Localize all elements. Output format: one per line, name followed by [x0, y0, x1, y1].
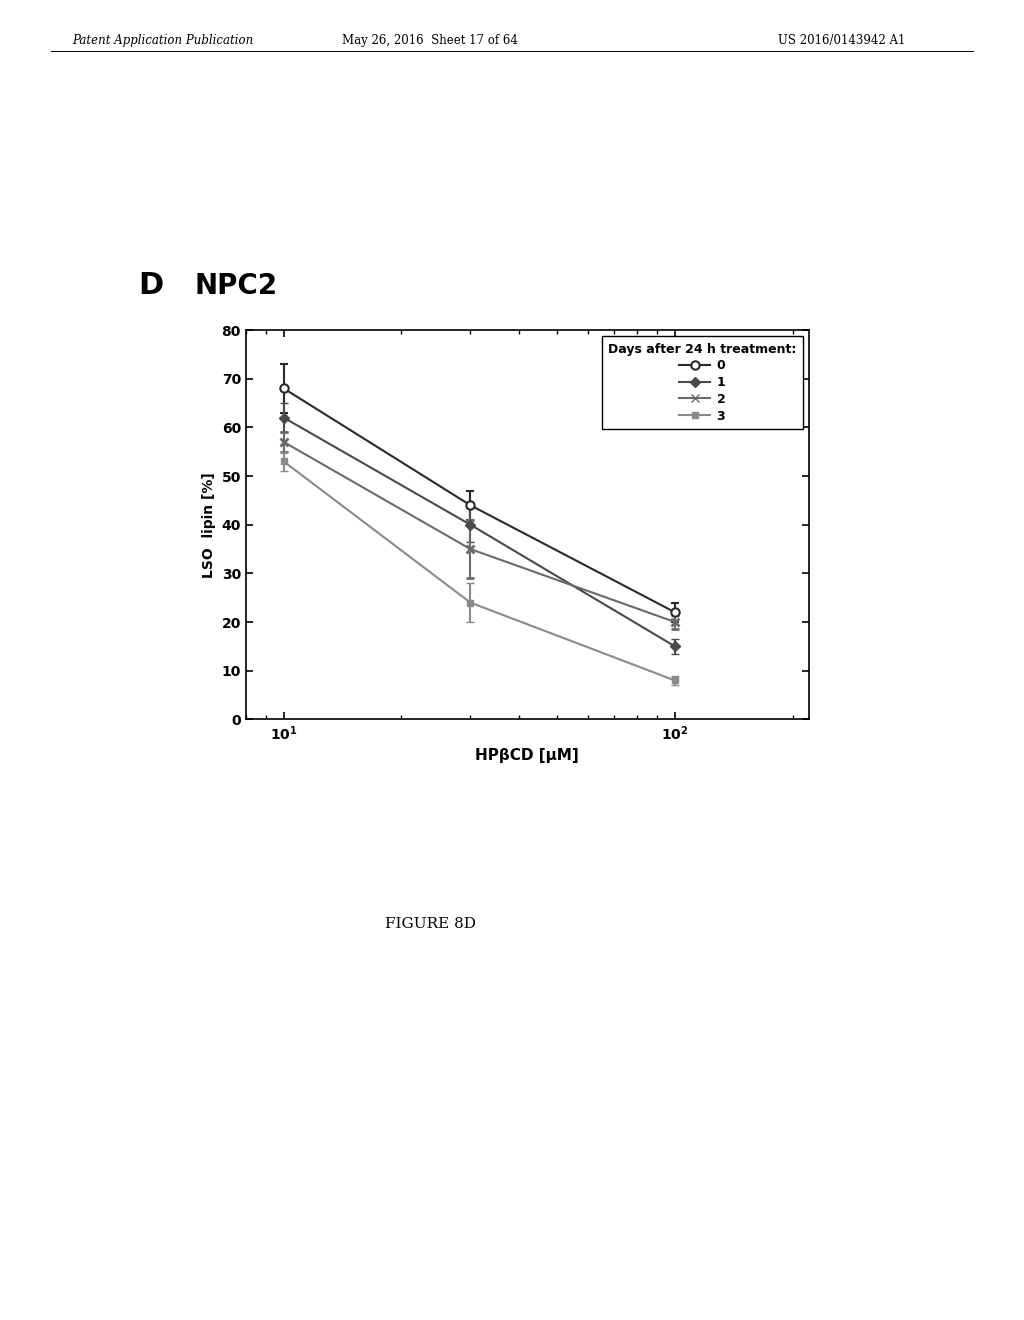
Text: Patent Application Publication: Patent Application Publication — [72, 34, 253, 48]
Text: May 26, 2016  Sheet 17 of 64: May 26, 2016 Sheet 17 of 64 — [342, 34, 518, 48]
Legend: 0, 1, 2, 3: 0, 1, 2, 3 — [602, 337, 803, 429]
Text: US 2016/0143942 A1: US 2016/0143942 A1 — [778, 34, 905, 48]
X-axis label: HPβCD [μM]: HPβCD [μM] — [475, 748, 580, 763]
Text: FIGURE 8D: FIGURE 8D — [385, 917, 475, 932]
Y-axis label: LSO  lipin [%]: LSO lipin [%] — [202, 471, 216, 578]
Text: NPC2: NPC2 — [195, 272, 278, 300]
Text: D: D — [138, 271, 164, 300]
